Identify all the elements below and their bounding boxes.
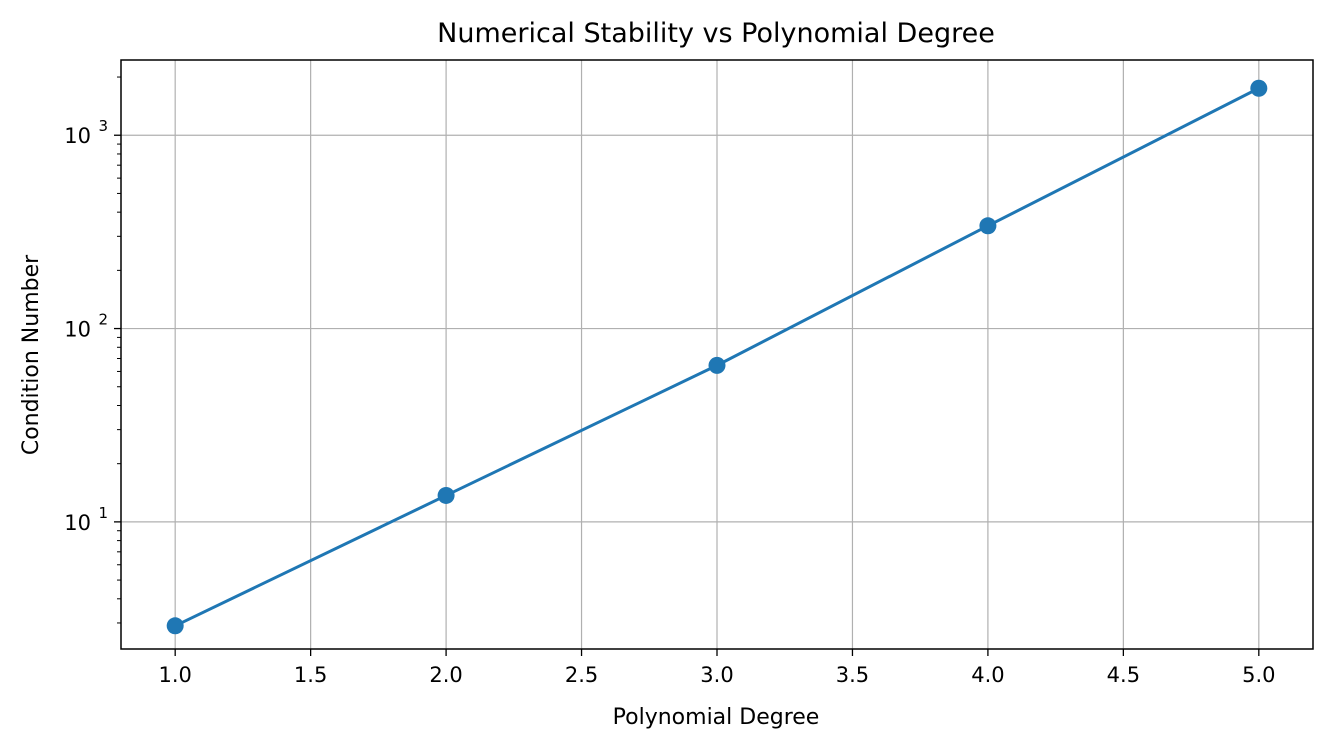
y-tick-exponent: 3 <box>98 117 108 135</box>
data-point <box>979 217 997 235</box>
data-point <box>1250 79 1268 97</box>
x-tick-label: 4.0 <box>971 663 1004 687</box>
y-axis-label: Condition Number <box>19 254 44 455</box>
y-axis: 10 1 10 2 10 3 <box>64 117 121 535</box>
x-tick-label: 4.5 <box>1107 663 1140 687</box>
chart-title: Numerical Stability vs Polynomial Degree <box>437 18 995 49</box>
x-tick-label: 2.5 <box>565 663 598 687</box>
x-tick-label: 3.5 <box>836 663 869 687</box>
x-tick-label: 1.5 <box>294 663 327 687</box>
data-point <box>166 617 184 635</box>
y-tick-label: 10 <box>64 318 91 342</box>
series-layer <box>166 79 1268 635</box>
y-tick-exponent: 2 <box>98 311 108 329</box>
x-tick-label: 2.0 <box>429 663 462 687</box>
x-tick-label: 3.0 <box>700 663 733 687</box>
data-point <box>437 486 455 504</box>
x-axis-label: Polynomial Degree <box>613 705 820 730</box>
y-tick-exponent: 1 <box>98 504 108 522</box>
x-tick-label: 5.0 <box>1242 663 1275 687</box>
x-axis: 1.0 1.5 2.0 2.5 3.0 3.5 4.0 4.5 5.0 <box>158 649 1276 687</box>
y-tick-label: 10 <box>64 124 91 148</box>
data-point <box>708 356 726 374</box>
y-tick-label: 10 <box>64 511 91 535</box>
x-tick-label: 1.0 <box>158 663 191 687</box>
grid <box>121 60 1313 649</box>
